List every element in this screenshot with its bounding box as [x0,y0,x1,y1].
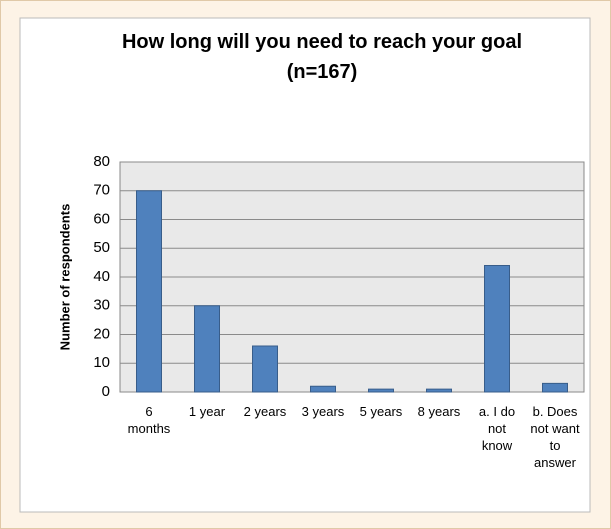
x-tick-label: b. Does not want to answer [530,404,580,470]
x-tick-label: 3 years [302,404,345,419]
y-tick-label: 0 [102,383,110,400]
y-tick-label: 10 [93,354,110,371]
x-tick-label: 6 months [128,404,171,436]
y-tick-label: 80 [93,153,110,170]
y-tick-label: 20 [93,325,110,342]
bar [426,388,452,393]
x-tick-label: 1 year [189,404,226,419]
x-tick-label: 5 years [360,404,403,419]
bar [136,190,162,393]
x-tick-label: a. I do not know [479,404,515,453]
bar [542,382,568,393]
y-tick-label: 40 [93,268,110,285]
y-tick-label: 50 [93,239,110,256]
bar [252,345,278,393]
y-tick-label: 70 [93,182,110,199]
y-tick-label: 30 [93,297,110,314]
bar [310,385,336,393]
bar [484,265,510,393]
chart-title: How long will you need to reach your goa… [122,31,522,83]
bar [194,305,220,393]
y-tick-label: 60 [93,210,110,227]
bar [368,388,394,393]
y-axis-label: Number of respondents [57,204,72,351]
x-tick-label: 2 years [244,404,287,419]
x-tick-label: 8 years [418,404,461,419]
